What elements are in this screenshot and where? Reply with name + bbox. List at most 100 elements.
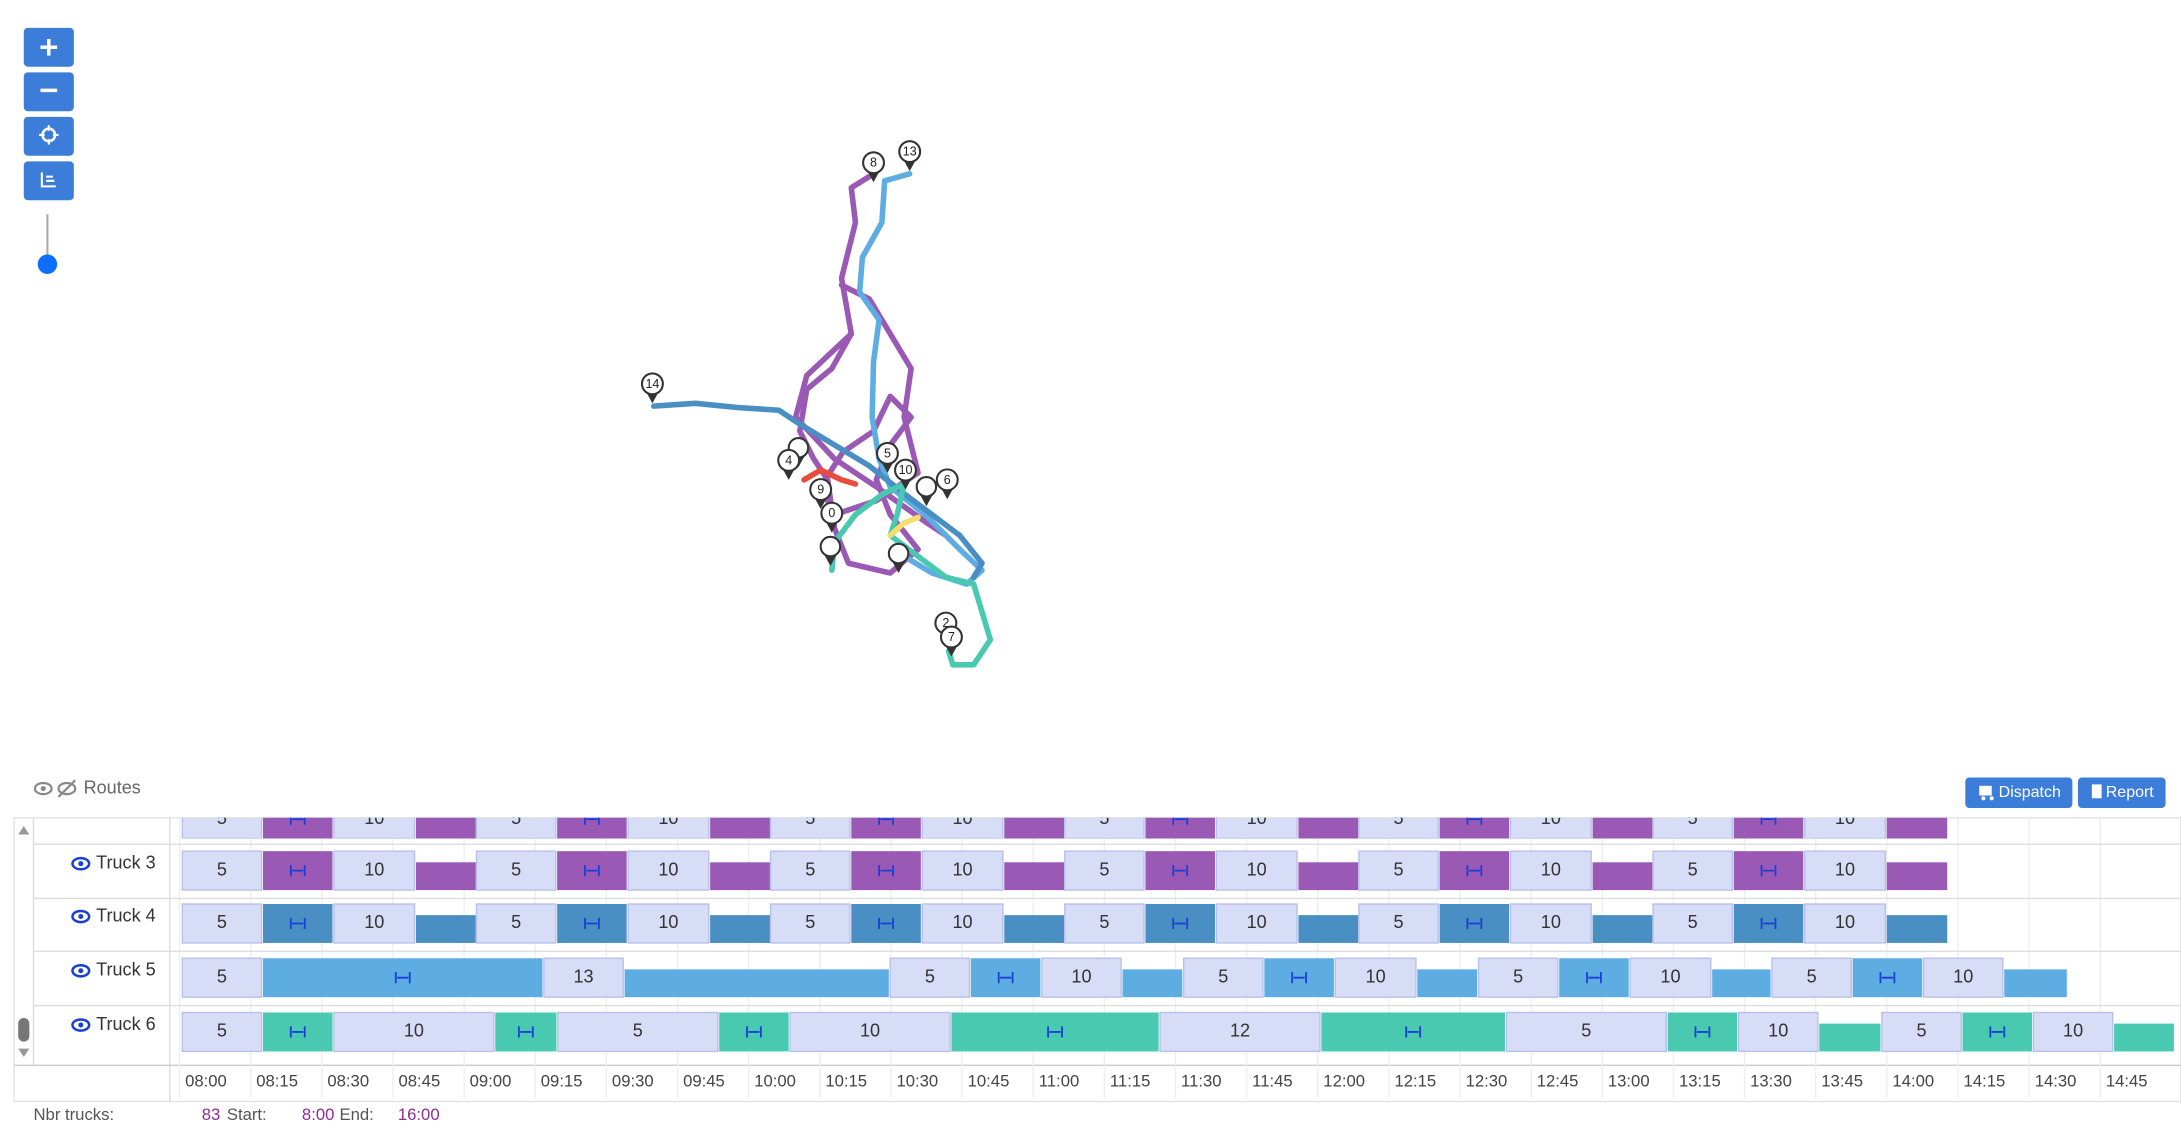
stop-label: 10 — [1366, 966, 1386, 986]
work-block — [1439, 817, 1510, 839]
work-block — [1733, 817, 1804, 839]
drive-block — [415, 915, 476, 943]
stop-label: 13 — [574, 966, 594, 986]
locate[interactable] — [23, 116, 74, 156]
work-block — [262, 817, 333, 839]
time-label: 14:30 — [2035, 1071, 2077, 1090]
visibility-toggle[interactable] — [71, 963, 91, 978]
toggle-all[interactable] — [33, 779, 77, 798]
drive-block — [415, 817, 476, 839]
marker — [640, 372, 664, 396]
duration-icon — [1760, 817, 1777, 825]
stop-block — [557, 1011, 719, 1053]
stop-label: 10 — [364, 912, 384, 932]
stop-label: 5 — [1218, 966, 1228, 986]
routes-label: Routes — [84, 777, 141, 797]
visibility-toggle[interactable] — [71, 1018, 91, 1032]
stop-label: 5 — [1581, 1021, 1591, 1041]
marker — [939, 625, 963, 649]
visibility-dot — [78, 968, 84, 974]
drive-block — [1417, 969, 1478, 998]
stop-block — [475, 817, 557, 839]
scroll-thumb[interactable] — [18, 1018, 30, 1042]
marker — [819, 535, 842, 558]
stop-block — [475, 903, 557, 944]
duration-icon — [1760, 865, 1777, 877]
stop-label: 10 — [860, 1021, 880, 1041]
stop-label: 10 — [1541, 912, 1561, 932]
stop-block — [921, 817, 1004, 839]
marker — [935, 468, 959, 492]
duration-icon — [584, 917, 600, 930]
stop-block — [1509, 817, 1592, 839]
duration-icon — [878, 917, 894, 930]
stop-block — [1737, 1011, 1819, 1053]
stop-label: 5 — [217, 1021, 227, 1041]
stop-block — [1803, 817, 1887, 839]
work-block — [1145, 817, 1215, 839]
scroll-up[interactable] — [18, 826, 30, 835]
report-label: Report — [2106, 784, 2155, 801]
stop-label: 5 — [217, 859, 227, 879]
duration-icon — [1466, 865, 1483, 877]
stop-block — [333, 817, 416, 839]
duration-icon — [1172, 917, 1189, 930]
duration-icon — [997, 972, 1014, 984]
stop-block — [789, 1011, 951, 1053]
stop-label: 10 — [1660, 966, 1680, 986]
duration-icon — [1405, 1026, 1422, 1038]
stop-block — [333, 903, 416, 944]
stop-label: 10 — [1541, 808, 1561, 828]
drive-block — [1004, 862, 1065, 891]
stop-block — [1881, 1011, 1962, 1053]
zoom-slider[interactable] — [37, 254, 58, 274]
stop-block — [1215, 850, 1298, 891]
stop-block — [1064, 903, 1145, 944]
stop-label: 5 — [1807, 966, 1817, 986]
stop-label: 10 — [364, 808, 384, 828]
marker — [887, 542, 910, 565]
stop-label: 5 — [217, 966, 227, 986]
drive-block — [2114, 1023, 2174, 1052]
timeline: 08:00 08:15 08:30 08:45 09:00 09:15 09:30 09:45… — [13, 808, 2181, 1103]
stop-block — [1215, 817, 1298, 839]
stop-block — [1803, 850, 1887, 891]
marker-label: 5 — [884, 446, 891, 460]
stop-label: 10 — [1071, 966, 1091, 986]
visibility-dot — [78, 914, 84, 920]
drive-block — [1819, 1023, 1881, 1052]
stop-block — [1509, 850, 1592, 891]
time-label: 13:45 — [1821, 1071, 1863, 1090]
marker-label: 8 — [870, 156, 877, 170]
drive-block — [1298, 862, 1359, 891]
stop-label: 5 — [1513, 966, 1523, 986]
stop-block — [1505, 1011, 1667, 1053]
stop-block — [1803, 903, 1887, 944]
time-label: 09:00 — [470, 1071, 512, 1090]
time-label: 14:00 — [1892, 1071, 1934, 1090]
start-value: 8:00 — [302, 1105, 334, 1124]
dispatch-button[interactable] — [1965, 777, 2073, 809]
stop-label: 5 — [217, 912, 227, 932]
duration-icon — [878, 817, 894, 825]
stop-label: 10 — [1247, 859, 1267, 879]
stop-label: 10 — [1247, 808, 1267, 828]
duration-icon — [1586, 972, 1602, 984]
marker-label: 10 — [899, 463, 913, 477]
stop-label: 5 — [1394, 859, 1404, 879]
marker — [894, 458, 918, 482]
work-block — [851, 817, 921, 839]
visibility-toggle[interactable] — [71, 856, 91, 871]
stop-label: 10 — [658, 859, 678, 879]
visibility-toggle[interactable] — [71, 909, 91, 924]
stop-label: 5 — [1099, 808, 1109, 828]
map-markers: 8 13 14 4 5 10 6 90 27 — [640, 140, 963, 657]
time-label: 10:00 — [754, 1071, 796, 1090]
stop-block — [181, 957, 263, 998]
duration-icon — [878, 865, 894, 877]
stop-label: 10 — [1835, 859, 1855, 879]
stop-block — [627, 817, 710, 839]
toolbar: Routes Dispatch Report — [33, 777, 2166, 809]
scroll-down[interactable] — [18, 1048, 30, 1057]
